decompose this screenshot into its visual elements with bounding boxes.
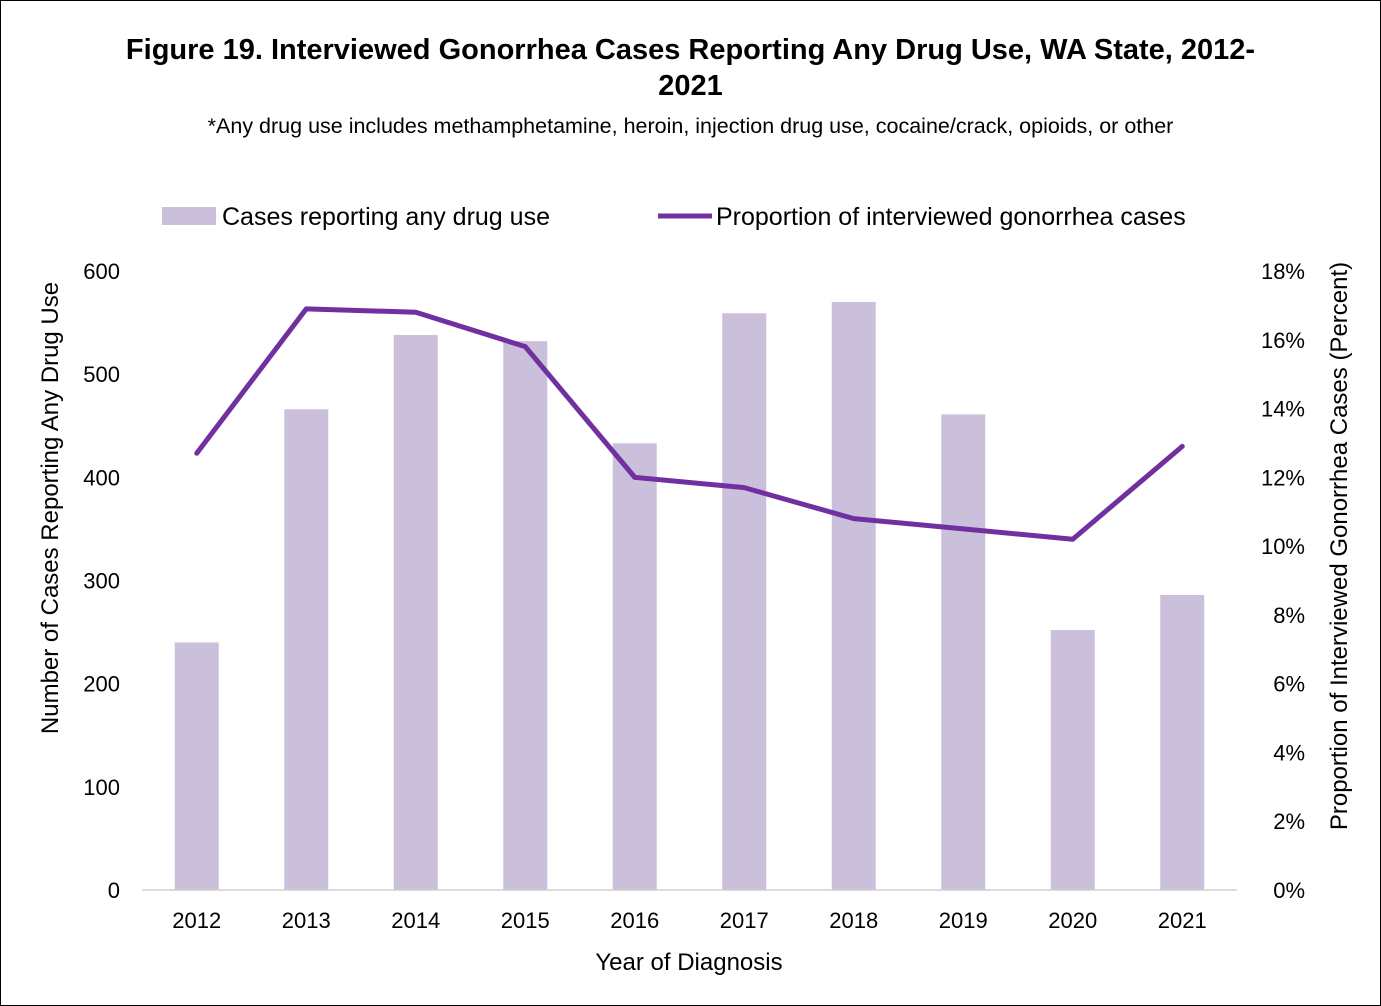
right-tick-label: 0% <box>1273 878 1305 903</box>
x-tick-label: 2020 <box>1048 908 1097 933</box>
bar-2021 <box>1160 595 1204 890</box>
right-tick-label: 4% <box>1273 740 1305 765</box>
legend-line-label: Proportion of interviewed gonorrhea case… <box>716 203 1186 231</box>
legend-bar-swatch <box>162 207 216 225</box>
left-axis-title: Number of Cases Reporting Any Drug Use <box>37 282 64 734</box>
right-tick-label: 8% <box>1273 603 1305 628</box>
x-tick-label: 2014 <box>391 908 440 933</box>
left-tick-label: 300 <box>83 569 120 594</box>
right-tick-label: 14% <box>1261 397 1305 422</box>
x-tick-label: 2021 <box>1158 908 1207 933</box>
right-tick-label: 12% <box>1261 465 1305 490</box>
bar-2017 <box>722 313 766 890</box>
bar-2019 <box>941 414 985 890</box>
bar-2020 <box>1051 630 1095 890</box>
left-tick-label: 600 <box>83 259 120 284</box>
right-axis-title: Proportion of Interviewed Gonorrhea Case… <box>1326 262 1353 830</box>
left-tick-label: 100 <box>83 775 120 800</box>
x-axis-ticks: 2012 2013 2014 2015 2016 2017 2018 2019 2020 2021 <box>172 908 1206 933</box>
right-tick-label: 6% <box>1273 672 1305 697</box>
x-tick-label: 2017 <box>720 908 769 933</box>
right-axis-ticks: 0% 2% 4% 6% 8% 10% 12% 14% 16% 18% <box>1261 259 1305 903</box>
x-tick-label: 2015 <box>501 908 550 933</box>
legend: Cases reporting any drug use Proportion … <box>162 203 1186 231</box>
left-tick-label: 400 <box>83 465 120 490</box>
right-tick-label: 10% <box>1261 534 1305 559</box>
x-tick-label: 2012 <box>172 908 221 933</box>
left-tick-label: 200 <box>83 672 120 697</box>
bar-2012 <box>175 642 219 890</box>
x-axis-title: Year of Diagnosis <box>595 949 782 976</box>
x-tick-label: 2018 <box>829 908 878 933</box>
bar-2013 <box>284 409 328 890</box>
right-tick-label: 2% <box>1273 809 1305 834</box>
x-tick-label: 2013 <box>282 908 331 933</box>
left-tick-label: 0 <box>108 878 120 903</box>
x-tick-label: 2016 <box>610 908 659 933</box>
left-axis-ticks: 0 100 200 300 400 500 600 <box>83 259 120 903</box>
legend-bar-label: Cases reporting any drug use <box>222 203 550 231</box>
bars-layer <box>175 302 1205 890</box>
left-tick-label: 500 <box>83 362 120 387</box>
right-tick-label: 18% <box>1261 259 1305 284</box>
bar-2015 <box>503 341 547 890</box>
bar-2014 <box>394 335 438 890</box>
bar-2016 <box>613 443 657 890</box>
right-tick-label: 16% <box>1261 328 1305 353</box>
bar-2018 <box>832 302 876 890</box>
proportion-line <box>197 309 1183 539</box>
x-tick-label: 2019 <box>939 908 988 933</box>
